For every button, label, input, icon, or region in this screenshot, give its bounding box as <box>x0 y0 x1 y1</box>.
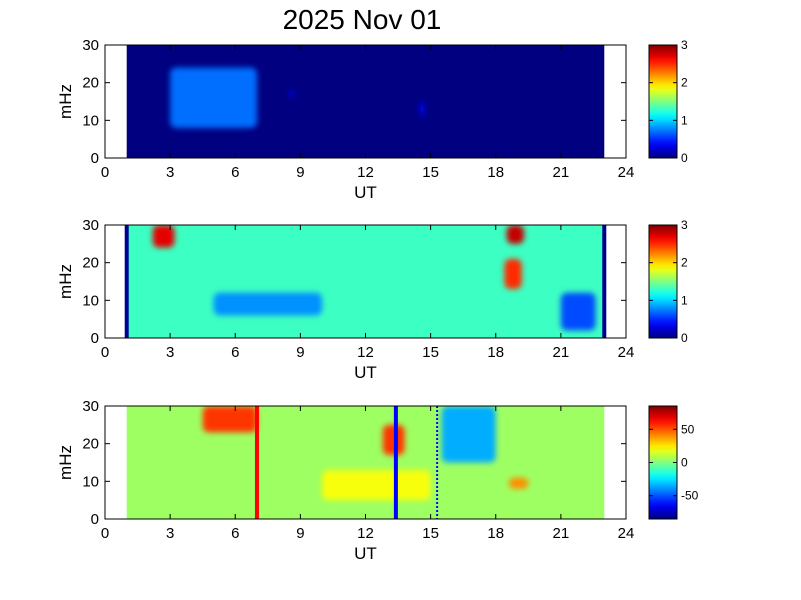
colorbar-tick-label: 3 <box>681 38 688 52</box>
y-tick-label: 10 <box>82 112 99 129</box>
spectral-feature <box>213 292 323 316</box>
x-tick-label: 21 <box>553 525 570 542</box>
x-tick-label: 12 <box>357 344 374 361</box>
x-axis-label: UT <box>354 544 377 563</box>
colorbar-gradient <box>648 224 678 339</box>
y-tick-label: 10 <box>82 292 99 309</box>
x-tick-label: 6 <box>231 525 239 542</box>
spectrogram-background <box>126 225 605 338</box>
x-tick-label: 9 <box>296 525 304 542</box>
x-tick-label: 3 <box>166 525 174 542</box>
x-tick-label: 15 <box>422 344 439 361</box>
figure-title: 2025 Nov 01 <box>283 4 442 35</box>
y-axis-label: mHz <box>56 84 75 119</box>
y-tick-label: 30 <box>82 398 99 415</box>
colorbar-gradient <box>648 44 678 159</box>
spectral-feature <box>506 225 524 244</box>
x-tick-label: 18 <box>487 164 504 181</box>
colorbar: 0 1 2 3 <box>648 218 688 345</box>
spectral-feature <box>152 225 175 248</box>
panel-3: 0 3 6 9 12 15 18 21 24 0 10 20 30 UT mHz 50 0 -50 <box>56 398 699 563</box>
colorbar-tick-label: 0 <box>681 331 688 345</box>
y-tick-label: 20 <box>82 436 99 453</box>
y-tick-label: 0 <box>91 511 99 528</box>
x-tick-label: 21 <box>553 344 570 361</box>
spectral-feature <box>441 406 496 463</box>
x-tick-label: 18 <box>487 525 504 542</box>
y-tick-label: 30 <box>82 217 99 234</box>
colorbar-tick-label: 3 <box>681 218 688 232</box>
x-tick-label: 0 <box>101 525 109 542</box>
colorbar-tick-label: 1 <box>681 113 688 127</box>
spectrogram <box>126 45 605 158</box>
x-tick-label: 15 <box>422 525 439 542</box>
x-tick-label: 3 <box>166 344 174 361</box>
spectral-feature <box>202 406 257 433</box>
x-tick-label: 6 <box>231 164 239 181</box>
x-tick-label: 15 <box>422 164 439 181</box>
spectral-feature <box>419 101 425 117</box>
x-axis-label: UT <box>354 183 377 202</box>
y-axis-label: mHz <box>56 264 75 299</box>
colorbar-gradient <box>648 405 678 520</box>
x-tick-label: 3 <box>166 164 174 181</box>
x-tick-label: 18 <box>487 344 504 361</box>
y-tick-label: 20 <box>82 255 99 272</box>
spectrogram-background <box>126 406 605 519</box>
x-tick-label: 12 <box>357 525 374 542</box>
colorbar-tick-label: 2 <box>681 256 688 270</box>
y-tick-label: 20 <box>82 75 99 92</box>
colorbar: 0 1 2 3 <box>648 38 688 165</box>
x-tick-label: 9 <box>296 164 304 181</box>
y-tick-label: 0 <box>91 330 99 347</box>
x-axis-label: UT <box>354 363 377 382</box>
colorbar-tick-label: 0 <box>681 151 688 165</box>
x-tick-label: 24 <box>618 525 635 542</box>
spectral-feature <box>560 292 596 331</box>
x-tick-label: 21 <box>553 164 570 181</box>
y-tick-label: 0 <box>91 150 99 167</box>
colorbar-tick-label: 1 <box>681 293 688 307</box>
y-axis-label: mHz <box>56 445 75 480</box>
colorbar-tick-label: -50 <box>681 489 699 503</box>
x-tick-label: 24 <box>618 344 635 361</box>
x-tick-label: 12 <box>357 164 374 181</box>
spectral-feature <box>508 477 529 489</box>
spectrogram <box>124 225 607 338</box>
spectral-feature <box>322 470 431 501</box>
colorbar-tick-label: 2 <box>681 76 688 90</box>
spectral-feature <box>504 258 522 290</box>
y-tick-label: 30 <box>82 37 99 54</box>
colorbar: 50 0 -50 <box>648 405 699 520</box>
colorbar-tick-label: 50 <box>681 422 695 436</box>
x-tick-label: 9 <box>296 344 304 361</box>
x-tick-label: 0 <box>101 164 109 181</box>
spectral-feature <box>382 424 405 455</box>
colorbar-tick-label: 0 <box>681 456 688 470</box>
y-tick-label: 10 <box>82 473 99 490</box>
x-tick-label: 6 <box>231 344 239 361</box>
spectrogram <box>126 406 605 519</box>
x-tick-label: 24 <box>618 164 635 181</box>
spectral-feature <box>170 67 257 128</box>
spectral-feature <box>289 90 294 98</box>
x-tick-label: 0 <box>101 344 109 361</box>
